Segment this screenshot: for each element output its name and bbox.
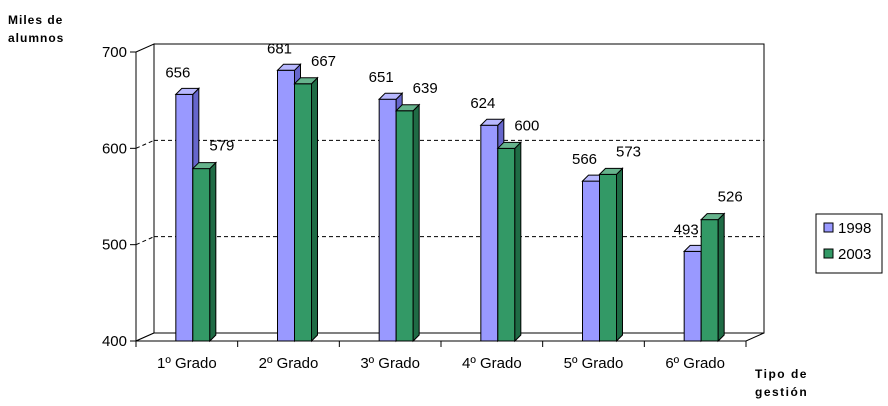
data-label: 651 bbox=[369, 69, 394, 86]
data-label: 600 bbox=[514, 117, 539, 134]
bar-1998-2-front bbox=[378, 98, 397, 342]
x-tick-label: 2º Grado bbox=[259, 355, 319, 372]
bar-2003-3-front bbox=[497, 147, 516, 342]
legend-label: 2003 bbox=[838, 246, 871, 263]
data-label: 624 bbox=[470, 95, 495, 112]
legend-swatch bbox=[823, 222, 834, 233]
bar-2003-3 bbox=[496, 141, 523, 343]
bar-2003-1-side bbox=[311, 76, 318, 343]
bar-1998-2-top bbox=[377, 92, 404, 100]
bar-2003-4-top bbox=[598, 167, 624, 175]
data-label: 579 bbox=[209, 138, 234, 155]
legend: 1998 2003 bbox=[815, 213, 883, 274]
data-label: 681 bbox=[267, 40, 292, 57]
plot-area bbox=[130, 43, 765, 347]
x-tick-label: 6º Grado bbox=[665, 355, 725, 372]
y-axis-title-line2: alumnos bbox=[8, 31, 64, 45]
bar-1998-0-front bbox=[175, 93, 194, 342]
gridline-depth bbox=[135, 139, 155, 149]
x-axis-title-line1: Tipo de bbox=[755, 367, 808, 381]
y-tick-label: 500 bbox=[102, 237, 127, 254]
bar-2003-5-top bbox=[699, 213, 726, 221]
bar-1998-1-top bbox=[276, 63, 302, 71]
bar-2003-5 bbox=[699, 212, 726, 343]
bar-1998-3-front bbox=[480, 124, 499, 342]
bar-1998-5-front bbox=[683, 250, 702, 342]
bar-2003-0-top bbox=[191, 162, 218, 170]
y-axis-title-line1: Miles de bbox=[8, 13, 63, 27]
bar-2003-2-top bbox=[394, 104, 421, 112]
bar-1998-0-top bbox=[174, 87, 201, 95]
bar-2003-0-side bbox=[209, 161, 217, 343]
y-tick-label: 400 bbox=[102, 333, 127, 350]
x-tick-label: 3º Grado bbox=[360, 355, 420, 372]
gridline-depth bbox=[135, 236, 155, 246]
legend-swatch bbox=[823, 248, 834, 259]
bar-2003-1 bbox=[293, 76, 319, 343]
x-tick-label: 5º Grado bbox=[564, 355, 624, 372]
bar-1998-3-top bbox=[479, 118, 506, 126]
x-axis-title-line2: gestión bbox=[755, 385, 808, 399]
bar-2003-2 bbox=[394, 103, 421, 343]
y-tick-label: 600 bbox=[102, 140, 127, 157]
data-label: 493 bbox=[674, 221, 699, 238]
bar-2003-1-top bbox=[293, 77, 319, 85]
bar-2003-2-side bbox=[412, 103, 420, 343]
data-label: 639 bbox=[413, 80, 438, 97]
data-label: 526 bbox=[718, 189, 743, 206]
bar-2003-2-front bbox=[395, 110, 414, 342]
bar-2003-5-side bbox=[717, 212, 725, 343]
bar-2003-3-side bbox=[514, 141, 522, 343]
labels-group: 400 500 600 700 656 579 1º Grado 681 667 2º Grado… bbox=[8, 13, 808, 399]
bar-2003-4-front bbox=[599, 173, 617, 342]
bar-1998-4-front bbox=[582, 180, 600, 342]
data-label: 667 bbox=[311, 53, 336, 70]
data-label: 573 bbox=[616, 143, 641, 160]
bar-2003-4 bbox=[598, 167, 624, 343]
floor bbox=[135, 332, 765, 342]
legend-box bbox=[815, 213, 883, 274]
x-tick-label: 4º Grado bbox=[462, 355, 522, 372]
side-wall bbox=[135, 43, 155, 342]
data-label: 566 bbox=[572, 151, 597, 168]
data-label: 656 bbox=[165, 64, 190, 81]
bar-2003-1-front bbox=[294, 83, 312, 342]
back-wall bbox=[153, 43, 765, 334]
y-tick-label: 700 bbox=[102, 44, 127, 61]
bar-2003-5-front bbox=[700, 219, 719, 342]
bar-2003-0-front bbox=[192, 168, 211, 342]
bar-2003-0 bbox=[191, 161, 218, 343]
legend-label: 1998 bbox=[838, 220, 871, 237]
bar-2003-4-side bbox=[616, 167, 623, 343]
bars-group bbox=[174, 63, 726, 343]
bar-2003-3-top bbox=[496, 141, 523, 149]
bar-1998-1-front bbox=[277, 69, 295, 342]
x-tick-label: 1º Grado bbox=[157, 355, 217, 372]
